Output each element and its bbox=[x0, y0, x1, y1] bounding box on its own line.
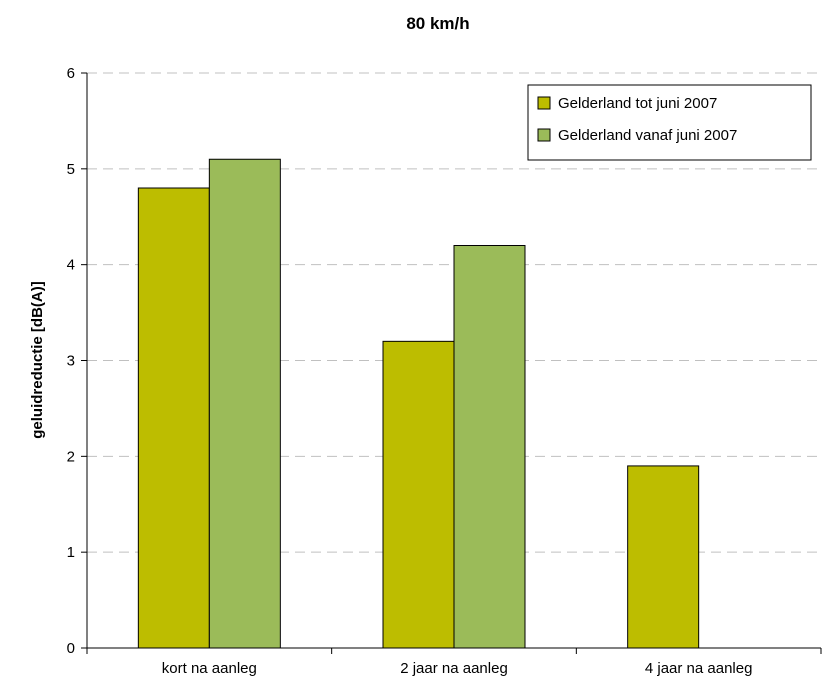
y-tick-label: 0 bbox=[67, 640, 75, 657]
legend-swatch bbox=[537, 128, 551, 142]
y-tick-label: 3 bbox=[67, 353, 75, 370]
chart-title: 80 km/h bbox=[406, 14, 469, 33]
legend: Gelderland tot juni 2007 Gelderland vanaf… bbox=[527, 84, 812, 161]
x-tick-label: 4 jaar na aanleg bbox=[645, 660, 753, 677]
y-tick-label: 5 bbox=[67, 161, 75, 178]
bars bbox=[137, 158, 700, 649]
legend-label: Gelderland vanaf juni 2007 bbox=[558, 127, 737, 144]
bar bbox=[137, 187, 210, 649]
bar bbox=[382, 340, 455, 649]
bar bbox=[208, 158, 281, 649]
bar bbox=[453, 245, 526, 649]
axes bbox=[81, 72, 822, 654]
legend-label: Gelderland tot juni 2007 bbox=[558, 95, 717, 112]
x-tick-label: kort na aanleg bbox=[162, 660, 257, 677]
legend-swatch bbox=[537, 96, 551, 110]
x-tick-labels: kort na aanleg 2 jaar na aanleg 4 jaar na … bbox=[162, 660, 753, 677]
y-tick-label: 6 bbox=[67, 65, 75, 82]
bar bbox=[627, 465, 700, 649]
x-tick-label: 2 jaar na aanleg bbox=[400, 660, 508, 677]
y-tick-label: 2 bbox=[67, 448, 75, 465]
y-tick-label: 1 bbox=[67, 544, 75, 561]
legend-box bbox=[527, 84, 812, 161]
y-tick-label: 4 bbox=[67, 257, 75, 274]
y-axis-label: geluidreductie [dB(A)] bbox=[29, 281, 46, 439]
y-tick-labels: 0 1 2 3 4 5 6 bbox=[67, 65, 75, 657]
